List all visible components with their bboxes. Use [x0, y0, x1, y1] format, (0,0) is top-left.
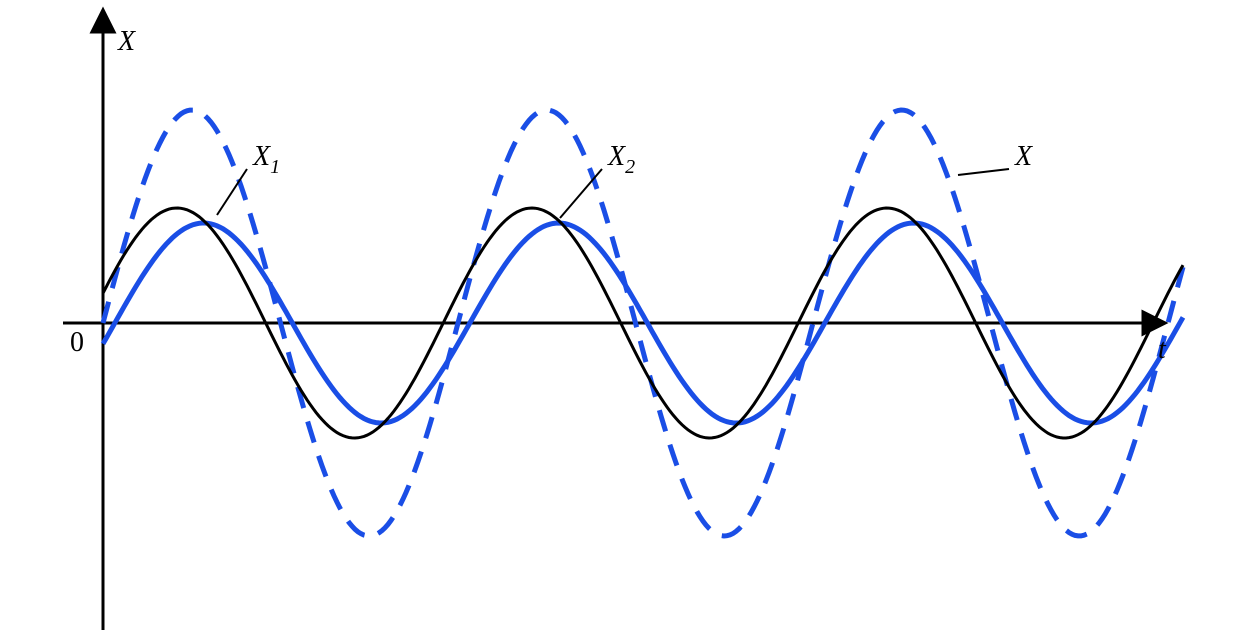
y-axis-label: X [117, 26, 136, 57]
x-axis-label: t [1158, 334, 1167, 365]
curve-x2-label: X2 [607, 141, 635, 178]
origin-label: 0 [70, 327, 84, 358]
leader-x2 [560, 169, 602, 218]
leader-x-sum [958, 169, 1009, 175]
wave-superposition-chart: 0 X t X1 X2 X [0, 0, 1244, 635]
curve-x-sum-label: X [1014, 141, 1033, 172]
chart-svg: 0 X t X1 X2 X [0, 0, 1244, 635]
curve-x1-label: X1 [252, 141, 280, 178]
